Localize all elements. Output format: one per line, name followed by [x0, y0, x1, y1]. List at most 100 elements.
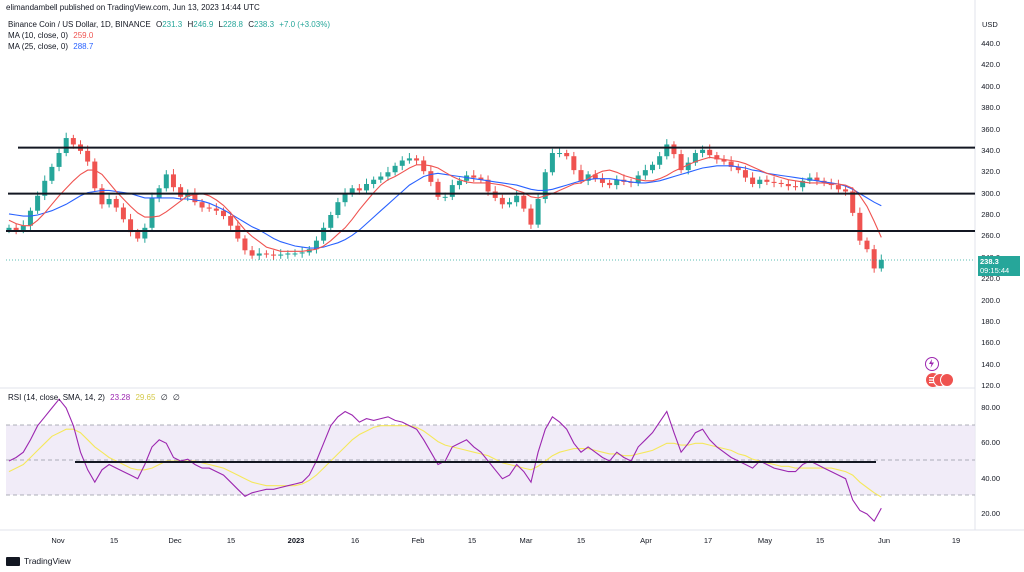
price-tick-label: 280.0: [981, 210, 1000, 219]
candle-body: [364, 184, 369, 191]
time-tick-label: 16: [350, 536, 360, 545]
candle-body: [714, 155, 720, 160]
candle-body: [142, 227, 148, 239]
symbol-legend[interactable]: Binance Coin / US Dollar, 1D, BINANCE O2…: [8, 20, 330, 29]
candle-body: [528, 208, 534, 225]
candle-body: [349, 188, 355, 194]
candle-body: [793, 186, 798, 188]
tradingview-brand[interactable]: TradingView: [6, 556, 71, 566]
events-icon-2[interactable]: [940, 373, 954, 387]
tradingview-logo-icon: [6, 556, 20, 566]
candle-body: [599, 178, 605, 183]
price-tick-label: 380.0: [981, 103, 1000, 113]
candle-body: [814, 177, 820, 181]
candle-body: [771, 181, 777, 183]
candle-body: [478, 177, 484, 180]
time-tick-label: 15: [815, 536, 825, 545]
candle-body: [335, 202, 341, 215]
candle-body: [871, 249, 877, 269]
price-tick-label: 400.0: [981, 81, 1000, 91]
ma25-legend[interactable]: MA (25, close, 0) 288.7: [8, 42, 93, 51]
candle-body: [42, 180, 48, 196]
candle-body: [607, 182, 613, 186]
candle-body: [292, 253, 298, 255]
candle-body: [650, 164, 655, 171]
price-tick-label: 220.0: [981, 274, 1000, 284]
symbol-title: Binance Coin / US Dollar, 1D, BINANCE: [8, 20, 151, 29]
candle-body: [514, 195, 520, 203]
candle-body: [192, 193, 198, 203]
candle-body: [557, 153, 563, 155]
candle-body: [170, 174, 176, 188]
candle-body: [221, 210, 226, 217]
rsi-extra-1: ∅: [160, 393, 168, 402]
candle-body: [235, 225, 241, 239]
candle-body: [356, 188, 362, 191]
candle-body: [750, 177, 756, 185]
candle-body: [185, 193, 191, 197]
ohlc-high-label: H: [187, 20, 194, 29]
candle-body: [435, 181, 441, 197]
candle-body: [864, 240, 870, 250]
candle-body: [843, 189, 849, 192]
candle-body: [213, 208, 219, 211]
time-tick-label: Feb: [411, 536, 425, 545]
candle-body: [678, 154, 684, 171]
candle-body: [342, 193, 348, 203]
rsi-value: 23.28: [110, 393, 131, 402]
candle-body: [449, 185, 455, 197]
candle-body: [63, 138, 69, 154]
publisher-caption: elimandambell published on TradingView.c…: [6, 3, 260, 12]
candle-body: [35, 195, 41, 211]
candle-body: [742, 170, 748, 178]
candle-body: [521, 195, 527, 209]
time-tick-label: Dec: [168, 536, 182, 545]
price-pane[interactable]: [6, 132, 975, 273]
lightning-icon[interactable]: [925, 357, 939, 371]
rsi-tick-label: 20.00: [981, 509, 1000, 518]
rsi-legend[interactable]: RSI (14, close, SMA, 14, 2) 23.28 29.65 …: [8, 393, 180, 402]
candle-body: [328, 215, 334, 228]
candle-body: [592, 174, 598, 179]
price-tick-label: 140.0: [981, 359, 1000, 369]
candle-body: [578, 170, 584, 181]
candle-body: [242, 238, 248, 251]
candle-body: [757, 179, 763, 185]
brand-label: TradingView: [24, 556, 71, 566]
time-tick-label: 15: [109, 536, 119, 545]
candle-body: [421, 160, 427, 172]
rsi-extra-2: ∅: [172, 393, 180, 402]
candle-body: [735, 166, 741, 171]
candle-body: [99, 188, 105, 205]
price-tick-label: 260.0: [981, 231, 1000, 241]
candle-body: [535, 198, 541, 225]
price-tick-label: 440.0: [981, 39, 1000, 48]
candle-body: [285, 253, 291, 255]
candle-body: [549, 153, 555, 173]
candle-body: [399, 160, 405, 166]
candle-body: [49, 166, 55, 181]
candle-body: [56, 153, 62, 167]
candle-body: [614, 179, 620, 186]
time-tick-label: Nov: [51, 536, 65, 545]
time-tick-label: 2023: [287, 536, 305, 545]
time-tick-label: 19: [951, 536, 961, 545]
ma10-legend[interactable]: MA (10, close, 0) 259.0: [8, 31, 93, 40]
candle-body: [878, 259, 884, 269]
rsi-sma-line: [8, 425, 882, 498]
ma10-label: MA (10, close, 0): [8, 31, 69, 40]
time-tick-label: May: [757, 536, 773, 545]
candle-body: [857, 212, 863, 241]
candle-body: [492, 191, 498, 198]
candle-body: [456, 180, 462, 186]
price-tick-label: 160.0: [981, 338, 1000, 348]
candle-body: [299, 252, 305, 254]
ma25-line: [8, 165, 882, 249]
candle-body: [106, 198, 112, 205]
candle-body: [85, 150, 91, 162]
candle-body: [178, 187, 184, 197]
price-tick-label: 420.0: [981, 60, 1000, 70]
candle-body: [378, 176, 384, 180]
time-tick-label: Jun: [877, 536, 891, 545]
